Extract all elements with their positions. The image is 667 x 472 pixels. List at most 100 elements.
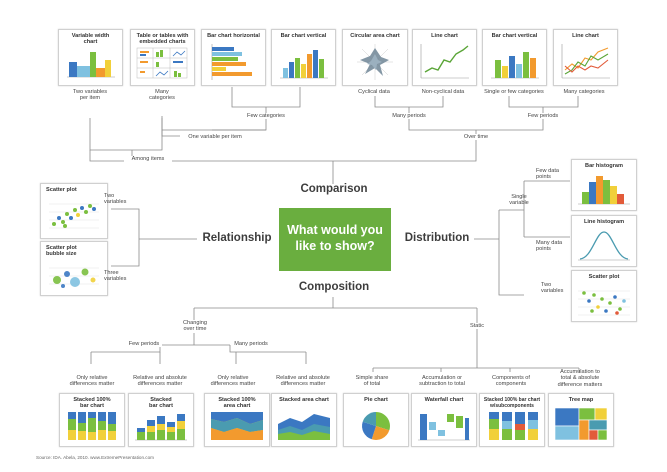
label-many-categories-time: Many categories <box>563 89 605 95</box>
label-many-periods: Many periods <box>380 113 438 120</box>
bubble-chart-card[interactable]: Scatter plot bubble size <box>40 241 108 296</box>
card-title: Circular area chart <box>350 33 400 39</box>
label-accumulation-subtraction: Accumulation or subtraction to total <box>419 375 465 388</box>
category-distribution: Distribution <box>404 232 470 244</box>
card-title: Tree map <box>568 397 594 403</box>
card-title: Line chart <box>431 33 458 39</box>
label-accumulation-total-absolute: Accumulation to total & absolute differenc… <box>557 369 603 388</box>
label-relative-absolute-1: Relative and absolute differences matter <box>133 375 187 388</box>
pie-chart-card[interactable]: Pie chart <box>343 393 409 447</box>
label-simple-share: Simple share of total <box>355 375 389 388</box>
bar-histogram-card[interactable]: Bar histogram <box>571 159 637 211</box>
stacked-area-chart-icon <box>278 414 330 440</box>
circular-area-chart-icon <box>357 44 393 80</box>
category-relationship: Relationship <box>202 232 272 244</box>
label-many-periods-composition: Many periods <box>231 341 271 348</box>
label-changing-over-time: Changing over time <box>176 320 214 333</box>
label-few-periods: Few periods <box>516 113 570 120</box>
label-only-relative-1: Only relative differences matter <box>69 375 115 388</box>
bar-chart-vertical-icon <box>280 50 328 79</box>
label-cyclical-data: Cyclical data <box>358 89 390 95</box>
card-title: Stacked bar chart <box>149 397 173 410</box>
label-two-variables-per-item: Two variables per item <box>72 89 108 102</box>
bar-chart-horizontal-icon <box>211 44 252 80</box>
card-title: Bar histogram <box>585 163 623 169</box>
pie-chart-icon <box>362 412 390 440</box>
bar-histogram-icon <box>578 176 630 205</box>
variable-width-chart-card[interactable]: Variable width chart <box>58 29 123 86</box>
label-two-variables-relationship: Two variables <box>104 193 127 206</box>
stacked-bar-chart-card[interactable]: Stacked bar chart <box>128 393 194 447</box>
label-relative-absolute-2: Relative and absolute differences matter <box>276 375 330 388</box>
label-two-variables-distribution: Two variables <box>541 282 564 295</box>
bar-chart-vertical-few-icon <box>491 52 539 79</box>
line-histogram-icon <box>578 231 630 261</box>
stacked-100-bar-chart-icon <box>68 412 116 440</box>
waterfall-chart-card[interactable]: Waterfall chart <box>411 393 477 447</box>
card-title: Scatter plot <box>46 187 77 193</box>
circular-area-chart-card[interactable]: Circular area chart <box>342 29 408 86</box>
stacked-100-subcomponents-icon <box>489 412 538 440</box>
card-title: Stacked 100% bar chart <box>73 397 111 410</box>
label-three-variables: Three variables <box>104 270 127 283</box>
bar-chart-vertical-card[interactable]: Bar chart vertical <box>271 29 336 86</box>
label-among-items: Among items <box>124 156 172 163</box>
label-few-data-points: Few data points <box>536 168 560 181</box>
line-chart-many-icon <box>561 44 610 79</box>
table-embedded-charts-card[interactable]: Table or tables with embedded charts <box>130 29 195 86</box>
card-title: Stacked area chart <box>279 397 329 403</box>
tree-map-card[interactable]: Tree map <box>548 393 614 447</box>
card-title: Line histogram <box>583 219 625 225</box>
bubble-chart-icon <box>49 267 99 288</box>
label-many-data-points: Many data points <box>536 240 563 253</box>
line-histogram-card[interactable]: Line histogram <box>571 215 637 267</box>
label-non-cyclical-data: Non-cyclical data <box>421 89 465 95</box>
bar-chart-vertical-few-card[interactable]: Bar chart vertical <box>482 29 547 86</box>
card-title: Bar chart vertical <box>491 33 538 39</box>
tree-map-icon <box>554 407 608 441</box>
card-title: Line chart <box>572 33 599 39</box>
center-question: What would you like to show? <box>287 223 383 253</box>
category-composition: Composition <box>298 281 370 293</box>
label-single-or-few-categories: Single or few categories <box>484 89 544 95</box>
line-chart-noncyclical-icon <box>420 44 469 79</box>
label-single-variable: Single variable <box>509 194 529 207</box>
card-title: Pie chart <box>364 397 388 403</box>
label-few-categories: Few categories <box>236 113 296 120</box>
line-chart-many-card[interactable]: Line chart <box>553 29 618 86</box>
card-title: Scatter plot bubble size <box>46 245 77 258</box>
label-only-relative-2: Only relative differences matter <box>210 375 256 388</box>
card-title: Variable width chart <box>71 33 110 46</box>
table-embedded-charts-icon <box>136 47 188 79</box>
card-title: Bar chart vertical <box>280 33 327 39</box>
label-over-time: Over time <box>456 134 496 141</box>
label-many-categories: Many categories <box>149 89 175 102</box>
card-title: Bar chart horizontal <box>207 33 260 39</box>
card-title: Table or tables with embedded charts <box>136 33 189 46</box>
card-title: Scatter plot <box>588 274 620 280</box>
stacked-100-bar-chart-card[interactable]: Stacked 100% bar chart <box>59 393 125 447</box>
card-title: Stacked 100% bar chart w/subcomponents <box>483 397 541 410</box>
line-chart-noncyclical-card[interactable]: Line chart <box>412 29 477 86</box>
label-few-periods-composition: Few periods <box>126 341 162 348</box>
label-static: Static <box>462 323 492 330</box>
waterfall-chart-icon <box>418 414 470 441</box>
variable-width-chart-icon <box>67 52 115 78</box>
stacked-100-subcomponents-card[interactable]: Stacked 100% bar chart w/subcomponents <box>479 393 545 447</box>
label-components-of-components: Components of components <box>492 375 530 388</box>
label-one-variable-per-item: One variable per item <box>180 134 250 141</box>
stacked-100-area-chart-card[interactable]: Stacked 100% area chart <box>204 393 270 447</box>
card-title: Waterfall chart <box>424 397 464 403</box>
source-credit: Source: IDA. Abela, 2010. www.ExtremePre… <box>36 455 154 460</box>
center-question-box: What would you like to show? <box>279 208 391 271</box>
bar-chart-horizontal-card[interactable]: Bar chart horizontal <box>201 29 266 86</box>
stacked-100-area-chart-icon <box>211 412 263 440</box>
stacked-area-chart-card[interactable]: Stacked area chart <box>271 393 337 447</box>
scatter-plot-distribution-card[interactable]: Scatter plot <box>571 270 637 322</box>
card-title: Stacked 100% area chart <box>218 397 256 410</box>
scatter-plot-distribution-icon <box>578 290 630 316</box>
category-comparison: Comparison <box>300 183 368 195</box>
scatter-plot-relationship-card[interactable]: Scatter plot <box>40 183 108 239</box>
stacked-bar-chart-icon <box>135 414 187 441</box>
